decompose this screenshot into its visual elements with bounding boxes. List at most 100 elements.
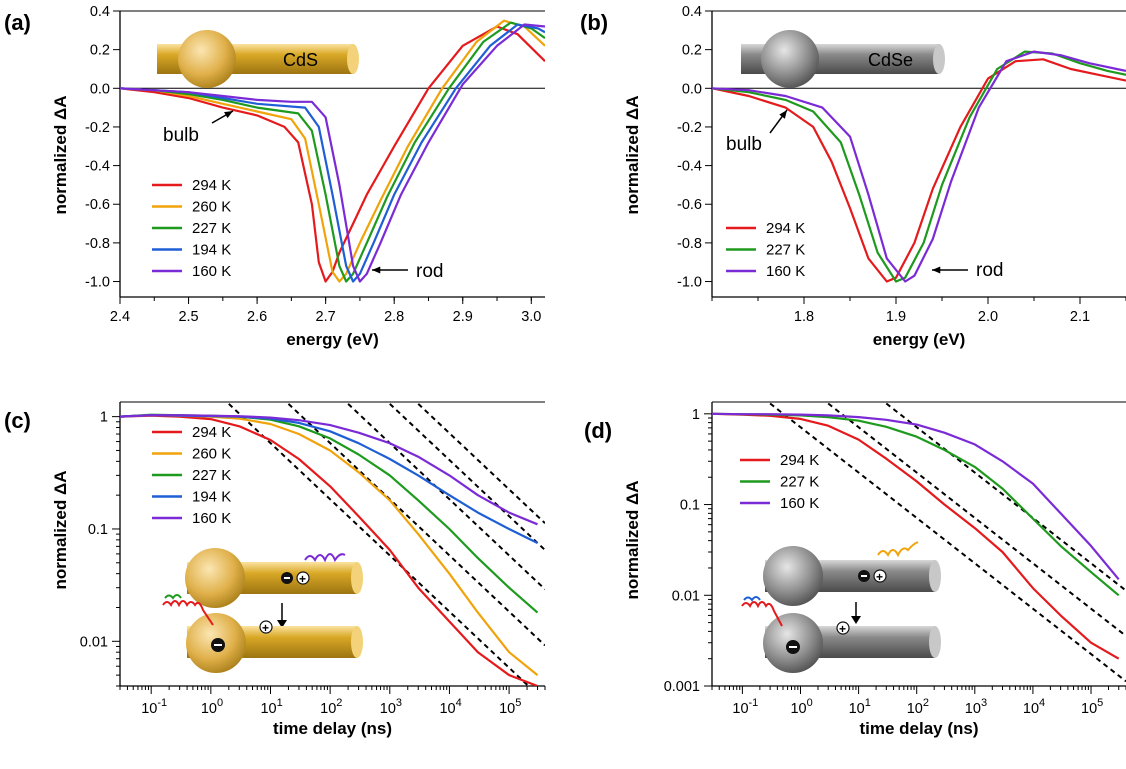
legend-label: 294 K	[780, 452, 819, 469]
y-tick-label: -0.4	[677, 159, 702, 175]
legend-label: 294 K	[766, 220, 805, 237]
x-axis-label: energy (eV)	[286, 330, 379, 349]
x-tick-label: 10-1	[141, 697, 167, 717]
y-tick-label: -0.2	[677, 120, 702, 136]
legend-label: 160 K	[780, 495, 819, 512]
annotation-arrowhead	[779, 110, 787, 119]
panel-b-chart: 1.8 1.9 2.0 2.1 0.4 0.2 0.0 -0.2 -0.4 -0.6 -0.8 -1.…	[623, 4, 1126, 349]
x-tick-label: 2.9	[453, 309, 473, 325]
series-line	[712, 412, 1120, 581]
fit-dashed-line	[417, 403, 545, 524]
annotation-label: rod	[976, 260, 1003, 281]
series-line	[120, 19, 545, 283]
annotation-label: bulb	[726, 134, 762, 155]
x-tick-label: 2.4	[110, 309, 130, 325]
x-tick-label: 2.1	[1070, 309, 1090, 325]
x-tick-label: 1.8	[794, 309, 814, 325]
x-axis-label: time delay (ns)	[859, 719, 978, 738]
legend-label: 160 K	[766, 263, 805, 280]
series-line	[712, 58, 1126, 283]
x-tick-label: 104	[1023, 697, 1045, 717]
y-tick-label: -1.0	[677, 275, 702, 291]
x-tick-label: 2.5	[178, 309, 198, 325]
fit-dashed-line	[287, 403, 545, 647]
legend-label: 294 K	[192, 177, 231, 194]
y-axis-label: normalized ΔA	[623, 481, 642, 600]
legend-label: 227 K	[780, 474, 819, 491]
annotation-arrowhead	[932, 266, 941, 274]
legend-label: 194 K	[192, 242, 231, 259]
y-tick-label: -0.4	[85, 159, 110, 175]
series-line	[120, 21, 545, 283]
y-tick-label: 0.01	[80, 634, 108, 650]
legend-label: 260 K	[192, 446, 231, 463]
series-line	[712, 412, 1120, 660]
panel-label-d: (d)	[584, 418, 612, 443]
series-line	[120, 23, 545, 283]
annotation-label: rod	[416, 261, 443, 282]
x-axis-label: energy (eV)	[873, 330, 966, 349]
y-tick-label: 0.0	[682, 81, 702, 97]
x-axis-label: time delay (ns)	[273, 719, 392, 738]
panel-a-chart: 2.4 2.5 2.6 2.7 2.8 2.9 3.0 0.4 0.2 0.0 -0.2 -0.4 -0…	[51, 4, 545, 349]
y-tick-label: -1.0	[85, 275, 110, 291]
svg-text:+: +	[839, 622, 846, 636]
legend-label: 260 K	[192, 199, 231, 216]
legend-label: 227 K	[192, 467, 231, 484]
cdse-charge-transfer-illustration: + +	[741, 541, 941, 673]
y-tick-label: -0.6	[85, 197, 110, 213]
series-line	[120, 25, 545, 283]
y-tick-label: -0.8	[677, 236, 702, 252]
y-tick-label: 0.4	[682, 4, 702, 20]
y-axis-label: normalized ΔA	[51, 96, 70, 215]
x-tick-label: 102	[320, 697, 342, 717]
y-axis-label: normalized ΔA	[623, 96, 642, 215]
annotation-arrowhead	[224, 111, 233, 119]
material-label-cds: CdS	[283, 50, 318, 70]
y-tick-label: -0.2	[85, 120, 110, 136]
panel-label-b: (b)	[580, 10, 608, 35]
y-tick-label: -0.8	[85, 236, 110, 252]
cds-charge-transfer-illustration: + +	[162, 548, 363, 673]
y-tick-label: 0.01	[672, 588, 700, 604]
y-tick-label: 0.1	[88, 522, 108, 538]
x-tick-label: 1.9	[886, 309, 906, 325]
x-tick-label: 2.8	[384, 309, 404, 325]
x-tick-label: 3.0	[521, 309, 541, 325]
cds-nanorod-illustration: CdS	[157, 30, 359, 88]
y-tick-label: 1	[100, 410, 108, 426]
legend-label: 160 K	[192, 263, 231, 280]
y-tick-label: 0.4	[90, 4, 110, 20]
cdse-nanorod-illustration: CdSe	[741, 30, 945, 88]
fit-dashed-line	[885, 402, 1126, 592]
x-tick-label: 100	[790, 697, 812, 717]
material-label-cdse: CdSe	[868, 50, 913, 70]
y-tick-label: 0.2	[90, 43, 110, 59]
svg-text:+: +	[299, 572, 306, 586]
fit-dashed-line	[347, 403, 545, 590]
fit-dashed-line	[228, 403, 530, 686]
svg-text:+: +	[876, 570, 883, 584]
x-tick-label: 104	[439, 697, 461, 717]
legend-label: 227 K	[192, 220, 231, 237]
legend-label: 294 K	[192, 424, 231, 441]
legend-label: 227 K	[766, 242, 805, 259]
x-tick-label: 2.0	[978, 309, 998, 325]
x-tick-label: 2.7	[316, 309, 336, 325]
x-tick-label: 101	[260, 697, 282, 717]
y-tick-label: 0.0	[90, 81, 110, 97]
panel-c-chart: 10-1 100 101 102 103 104 105 1 0.1 0.01 time delay…	[51, 401, 546, 738]
fit-dashed-line	[769, 402, 1126, 683]
annotation-label: bulb	[163, 125, 199, 146]
svg-text:+: +	[262, 621, 269, 635]
x-tick-label: 103	[380, 697, 402, 717]
legend-label: 194 K	[192, 489, 231, 506]
series-line	[712, 50, 1126, 283]
x-tick-label: 103	[965, 697, 987, 717]
y-tick-label: 0.2	[682, 43, 702, 59]
series-line	[120, 23, 545, 283]
panel-label-a: (a)	[4, 10, 31, 35]
annotation-arrowhead	[372, 266, 381, 274]
series-line	[120, 414, 538, 686]
